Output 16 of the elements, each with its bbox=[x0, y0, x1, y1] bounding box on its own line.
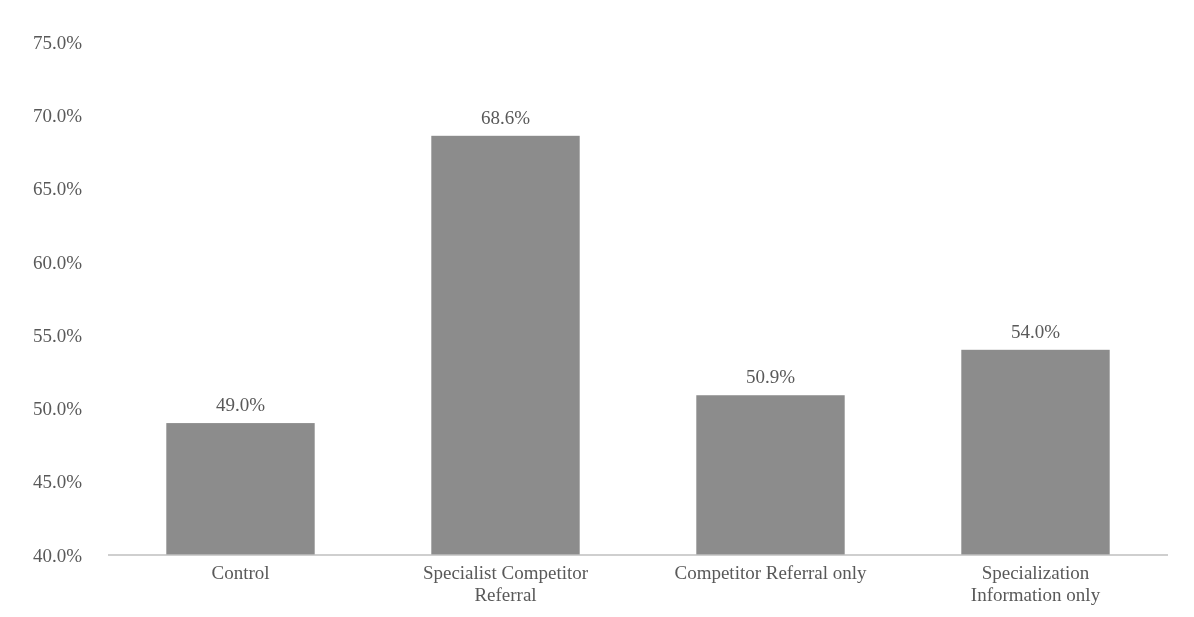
data-label: 68.6% bbox=[480, 106, 531, 128]
data-label: 49.0% bbox=[215, 394, 266, 416]
y-tick-label: 70.0% bbox=[32, 104, 83, 126]
x-tick-label: Specialization Information only bbox=[970, 562, 1101, 605]
y-tick-label: 50.0% bbox=[32, 398, 83, 420]
x-tick-label: Specialist Competitor Referral bbox=[422, 562, 589, 605]
x-tick-label: Competitor Referral only bbox=[674, 562, 868, 583]
x-tick-label: Control bbox=[211, 562, 270, 583]
y-tick-label: 55.0% bbox=[32, 324, 83, 346]
y-tick-label: 65.0% bbox=[32, 178, 83, 200]
y-tick-label: 40.0% bbox=[32, 544, 83, 566]
y-tick-label: 60.0% bbox=[32, 251, 83, 273]
data-label: 54.0% bbox=[1010, 320, 1061, 342]
y-tick-label: 45.0% bbox=[32, 471, 83, 493]
data-label: 50.9% bbox=[745, 366, 796, 388]
y-tick-label: 75.0% bbox=[32, 31, 83, 53]
